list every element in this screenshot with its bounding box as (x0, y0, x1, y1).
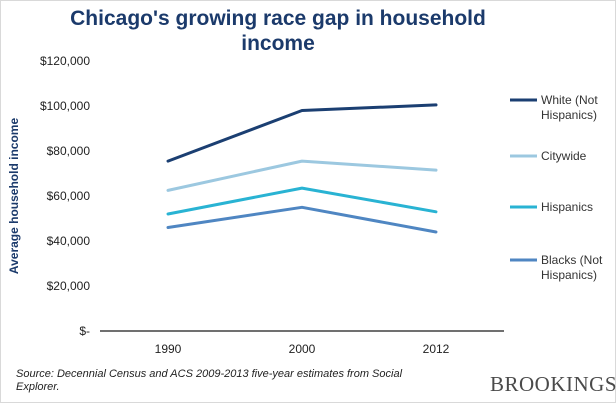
legend-label: Hispanics (541, 200, 593, 214)
chart-title: Chicago's growing race gap in household … (70, 7, 486, 55)
series-line (166, 186, 438, 216)
legend-label: Hispanics) (541, 108, 597, 122)
y-axis-title: Average household income (7, 118, 21, 275)
y-tick-label: $60,000 (47, 189, 91, 203)
y-tick-label: $80,000 (47, 144, 91, 158)
legend-label: Blacks (Not (541, 253, 603, 267)
legend-label: White (Not (541, 93, 598, 107)
y-tick-label: $- (79, 324, 90, 338)
series-line (166, 205, 438, 234)
x-tick-label: 2000 (289, 342, 316, 356)
x-tick-label: 1990 (155, 342, 182, 356)
series-line (166, 159, 438, 192)
y-tick-label: $20,000 (47, 279, 91, 293)
y-tick-label: $120,000 (40, 54, 90, 68)
legend-label: Citywide (541, 149, 587, 163)
brookings-logo: BROOKINGS (490, 372, 616, 396)
source-note: Source: Decennial Census and ACS 2009-20… (16, 368, 403, 393)
y-tick-label: $100,000 (40, 99, 90, 113)
x-tick-label: 2012 (423, 342, 450, 356)
series-line (166, 103, 438, 163)
y-tick-label: $40,000 (47, 234, 91, 248)
legend-label: Hispanics) (541, 268, 597, 282)
